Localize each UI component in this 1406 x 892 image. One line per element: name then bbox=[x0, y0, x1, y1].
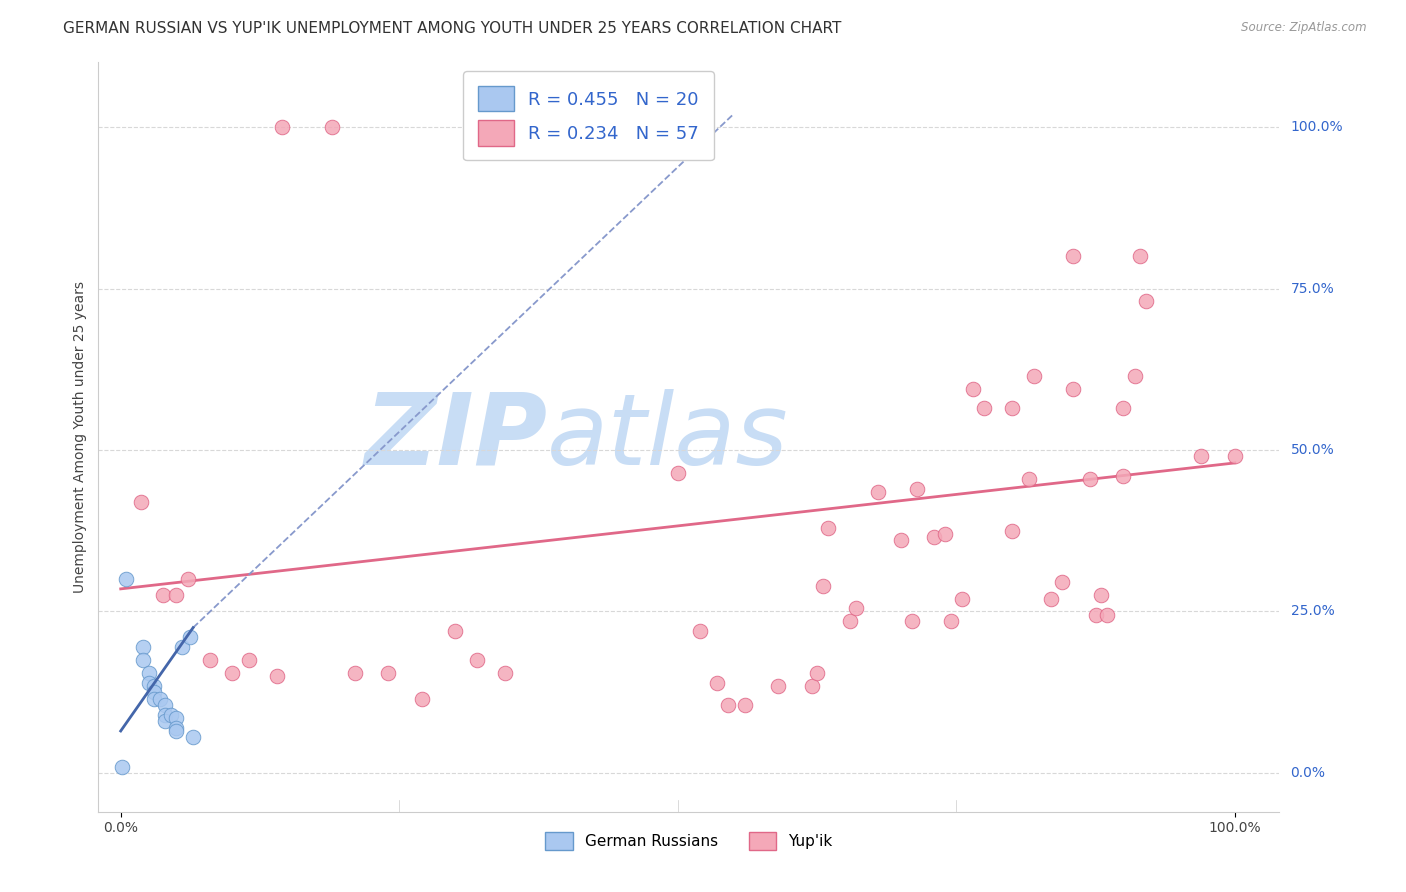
Point bbox=[811, 579, 834, 593]
Point bbox=[905, 482, 928, 496]
Point bbox=[962, 382, 984, 396]
Point bbox=[922, 530, 945, 544]
Point bbox=[198, 653, 221, 667]
Point bbox=[817, 520, 839, 534]
Point bbox=[734, 698, 756, 713]
Point bbox=[143, 685, 166, 699]
Text: atlas: atlas bbox=[547, 389, 789, 485]
Point bbox=[129, 494, 152, 508]
Point bbox=[176, 572, 198, 586]
Point bbox=[950, 591, 973, 606]
Point bbox=[143, 679, 166, 693]
Point bbox=[900, 614, 922, 628]
Point bbox=[132, 640, 155, 654]
Point bbox=[1084, 607, 1107, 622]
Text: 100.0%: 100.0% bbox=[1291, 120, 1343, 134]
Point bbox=[138, 665, 160, 680]
Point bbox=[494, 665, 516, 680]
Point bbox=[1001, 524, 1024, 538]
Point bbox=[343, 665, 366, 680]
Point bbox=[939, 614, 962, 628]
Point bbox=[1112, 401, 1135, 415]
Text: 0.0%: 0.0% bbox=[1291, 766, 1326, 780]
Point bbox=[155, 698, 177, 713]
Point bbox=[1090, 588, 1112, 602]
Point bbox=[138, 675, 160, 690]
Point bbox=[1078, 472, 1101, 486]
Point bbox=[1062, 382, 1084, 396]
Point bbox=[806, 665, 828, 680]
Point bbox=[1123, 368, 1146, 383]
Point bbox=[152, 588, 174, 602]
Point bbox=[165, 721, 187, 735]
Point bbox=[1050, 575, 1073, 590]
Point bbox=[221, 665, 243, 680]
Point bbox=[160, 707, 183, 722]
Point bbox=[465, 653, 488, 667]
Point bbox=[143, 691, 166, 706]
Point bbox=[266, 669, 288, 683]
Legend: German Russians, Yup'ik: German Russians, Yup'ik bbox=[538, 826, 839, 856]
Point bbox=[411, 691, 433, 706]
Point bbox=[170, 640, 193, 654]
Y-axis label: Unemployment Among Youth under 25 years: Unemployment Among Youth under 25 years bbox=[73, 281, 87, 593]
Point bbox=[238, 653, 260, 667]
Point bbox=[155, 707, 177, 722]
Point bbox=[845, 601, 868, 615]
Point bbox=[444, 624, 467, 638]
Point bbox=[706, 675, 728, 690]
Point bbox=[1135, 294, 1157, 309]
Point bbox=[766, 679, 789, 693]
Point bbox=[181, 731, 204, 745]
Point bbox=[1062, 249, 1084, 263]
Point bbox=[149, 691, 172, 706]
Point bbox=[1018, 472, 1040, 486]
Text: GERMAN RUSSIAN VS YUP'IK UNEMPLOYMENT AMONG YOUTH UNDER 25 YEARS CORRELATION CHA: GERMAN RUSSIAN VS YUP'IK UNEMPLOYMENT AM… bbox=[63, 21, 842, 36]
Point bbox=[800, 679, 823, 693]
Text: 75.0%: 75.0% bbox=[1291, 282, 1334, 295]
Point bbox=[179, 630, 201, 644]
Point bbox=[973, 401, 995, 415]
Text: 50.0%: 50.0% bbox=[1291, 443, 1334, 457]
Point bbox=[377, 665, 399, 680]
Point bbox=[666, 466, 689, 480]
Point bbox=[132, 653, 155, 667]
Point bbox=[934, 527, 956, 541]
Point bbox=[1040, 591, 1063, 606]
Text: ZIP: ZIP bbox=[364, 389, 547, 485]
Point bbox=[321, 120, 343, 134]
Point bbox=[1024, 368, 1046, 383]
Point bbox=[689, 624, 711, 638]
Text: 25.0%: 25.0% bbox=[1291, 605, 1334, 618]
Point bbox=[165, 588, 187, 602]
Point bbox=[717, 698, 740, 713]
Point bbox=[1223, 450, 1246, 464]
Point bbox=[1095, 607, 1118, 622]
Point bbox=[1112, 468, 1135, 483]
Point bbox=[111, 759, 134, 773]
Point bbox=[165, 723, 187, 738]
Point bbox=[868, 485, 890, 500]
Point bbox=[115, 572, 138, 586]
Text: Source: ZipAtlas.com: Source: ZipAtlas.com bbox=[1241, 21, 1367, 34]
Point bbox=[890, 533, 912, 548]
Point bbox=[1191, 450, 1213, 464]
Point bbox=[839, 614, 862, 628]
Point bbox=[155, 714, 177, 729]
Point bbox=[165, 711, 187, 725]
Point bbox=[271, 120, 294, 134]
Point bbox=[1001, 401, 1024, 415]
Point bbox=[1129, 249, 1152, 263]
